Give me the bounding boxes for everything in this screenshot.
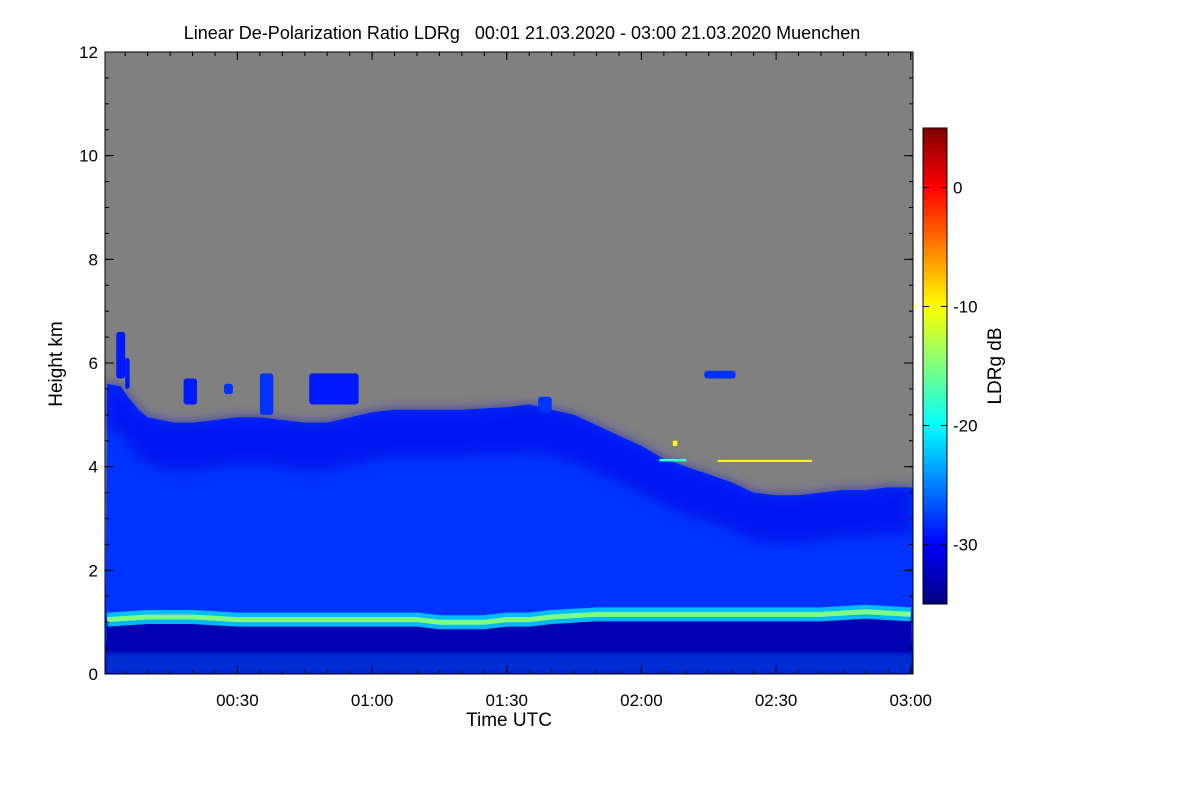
y-tick-label: 0 [89,665,98,684]
cloud-patch-8 [704,370,736,379]
upper-cloud-layer [105,383,911,542]
x-tick-label: 01:00 [351,691,394,710]
heatmap-layers [105,331,913,674]
colorbar-tick-label: -30 [953,536,978,555]
x-tick-label: 02:30 [755,691,798,710]
colorbar-tick-label: -10 [953,298,978,317]
x-tick-label: 01:30 [485,691,528,710]
colorbar: 0 -10 -20 -30 LDRg dB [922,127,1006,605]
cloud-patch-4 [223,383,233,395]
colorbar-title: LDRg dB [985,327,1006,404]
cloud-patch-5 [259,373,274,415]
y-tick-label: 10 [79,147,98,166]
colorbar-scale [922,127,948,605]
highlight-patch-1 [659,458,687,462]
y-tick-label: 12 [79,43,98,62]
y-tick-label: 4 [89,458,98,477]
highlight-patch-2 [672,440,678,446]
cloud-patch-6 [309,373,359,405]
y-axis: 0 2 4 6 8 10 12 [79,43,913,684]
cloud-patch-2 [125,357,130,389]
x-axis: 00:30 01:00 01:30 02:00 02:30 03:00 [124,52,932,710]
colorbar-tick-label: -20 [953,417,978,436]
y-tick-label: 8 [89,250,98,269]
x-tick-label: 03:00 [889,691,932,710]
x-tick-label: 02:00 [620,691,663,710]
cloud-patch-1 [116,331,126,379]
cloud-patch-3 [183,378,198,405]
x-tick-label: 00:30 [216,691,259,710]
y-tick-label: 6 [89,354,98,373]
boundary-layer-top [107,609,911,625]
chart-title: Linear De-Polarization Ratio LDRg 00:01 … [184,23,860,43]
surface-layer [105,653,913,674]
colorbar-ticks: 0 -10 -20 -30 [923,179,978,555]
colorbar-tick-label: 0 [953,179,962,198]
x-axis-title: Time UTC [466,710,552,731]
highlight-patch-3 [717,459,812,462]
y-axis-title: Height km [46,321,67,407]
y-tick-label: 2 [89,561,98,580]
cloud-patch-7 [538,396,552,413]
plot-area [104,51,914,675]
